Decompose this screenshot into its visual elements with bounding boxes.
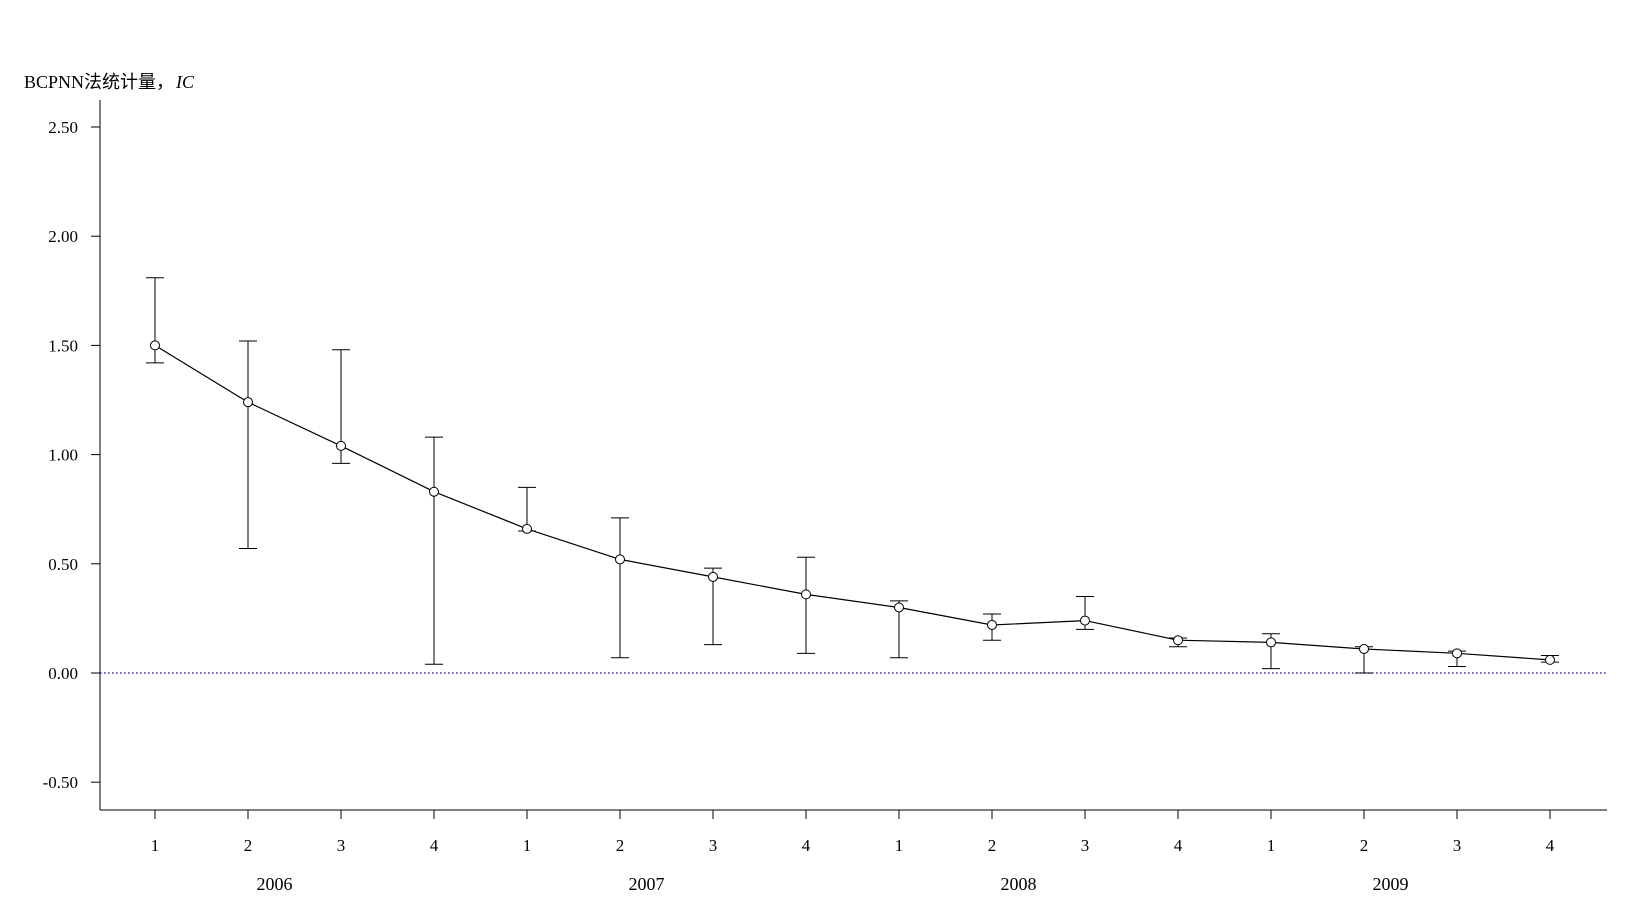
data-point xyxy=(1452,648,1462,659)
data-point xyxy=(522,523,532,534)
x-tick-label: 4 xyxy=(1174,836,1183,855)
x-tick-label: 1 xyxy=(151,836,160,855)
data-point xyxy=(243,397,253,408)
y-tick-label: 1.50 xyxy=(48,336,78,355)
data-point xyxy=(1545,654,1555,665)
x-tick-label: 2 xyxy=(1360,836,1369,855)
x-tick-label: 2 xyxy=(988,836,997,855)
data-point xyxy=(150,340,160,351)
data-point xyxy=(429,486,439,497)
year-label: 2006 xyxy=(257,874,293,894)
year-labels: 2006 2007 2008 2009 xyxy=(257,874,1409,894)
data-points xyxy=(150,340,1555,665)
y-tick-label: 2.00 xyxy=(48,227,78,246)
y-tick-label: 0.50 xyxy=(48,555,78,574)
x-tick-label: 3 xyxy=(1453,836,1462,855)
x-tick-label: 4 xyxy=(802,836,811,855)
x-tick-label: 4 xyxy=(430,836,439,855)
x-tick-label: 4 xyxy=(1546,836,1555,855)
data-point xyxy=(801,589,811,600)
y-axis-label-symbol: IC xyxy=(175,72,195,92)
y-tick-label: 1.00 xyxy=(48,446,78,465)
year-label: 2007 xyxy=(629,874,665,894)
series-line xyxy=(154,344,1551,661)
data-point xyxy=(1359,643,1369,654)
data-point xyxy=(987,619,997,630)
y-tick-label: 2.50 xyxy=(48,118,78,137)
error-bars xyxy=(146,277,1559,674)
x-tick-label: 3 xyxy=(1081,836,1090,855)
year-label: 2009 xyxy=(1373,874,1409,894)
x-tick-label: 1 xyxy=(523,836,532,855)
data-point xyxy=(1266,637,1276,648)
x-tick-label: 1 xyxy=(895,836,904,855)
data-point xyxy=(708,571,718,582)
y-axis-label-text: BCPNN法统计量， xyxy=(24,72,174,92)
x-tick-label: 1 xyxy=(1267,836,1276,855)
y-tick-label: -0.50 xyxy=(43,773,78,792)
data-point xyxy=(336,440,346,451)
y-tick-label: 0.00 xyxy=(48,664,78,683)
axes: 2.50 2.00 1.50 1.00 0.50 0.00 -0.50 xyxy=(43,100,1607,811)
data-point xyxy=(1173,635,1183,646)
year-label: 2008 xyxy=(1001,874,1037,894)
x-tick-label: 3 xyxy=(709,836,718,855)
data-point xyxy=(1080,615,1090,626)
x-tick-label: 2 xyxy=(616,836,625,855)
x-ticks: 1 2 3 4 1 2 3 4 1 2 3 4 1 2 3 4 xyxy=(151,810,1555,855)
y-axis-label: BCPNN法统计量， IC xyxy=(24,72,195,92)
data-point xyxy=(615,554,625,565)
data-point xyxy=(894,602,904,613)
x-tick-label: 3 xyxy=(337,836,346,855)
x-tick-label: 2 xyxy=(244,836,253,855)
series-line-group xyxy=(154,344,1551,661)
